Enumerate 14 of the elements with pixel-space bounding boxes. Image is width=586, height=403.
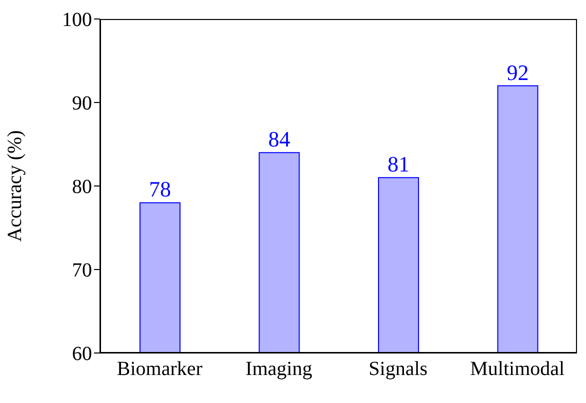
y-tick-label: 70	[72, 260, 92, 282]
data-label: 81	[388, 152, 410, 177]
data-label: 92	[506, 60, 529, 85]
x-tick-label: Multimodal	[470, 358, 566, 380]
y-tick-label: 100	[62, 9, 92, 32]
x-tick-label: Signals	[368, 358, 428, 380]
data-label: 84	[268, 126, 290, 152]
y-tick-label: 90	[72, 92, 92, 115]
data-label: 78	[149, 176, 171, 202]
x-tick-label: Imaging	[246, 358, 312, 380]
y-tick-label: 80	[72, 176, 92, 198]
x-tick-label: Biomarker	[116, 358, 203, 380]
y-tick-label: 60	[72, 343, 92, 366]
y-axis-title: Accuracy (%)	[4, 130, 26, 242]
